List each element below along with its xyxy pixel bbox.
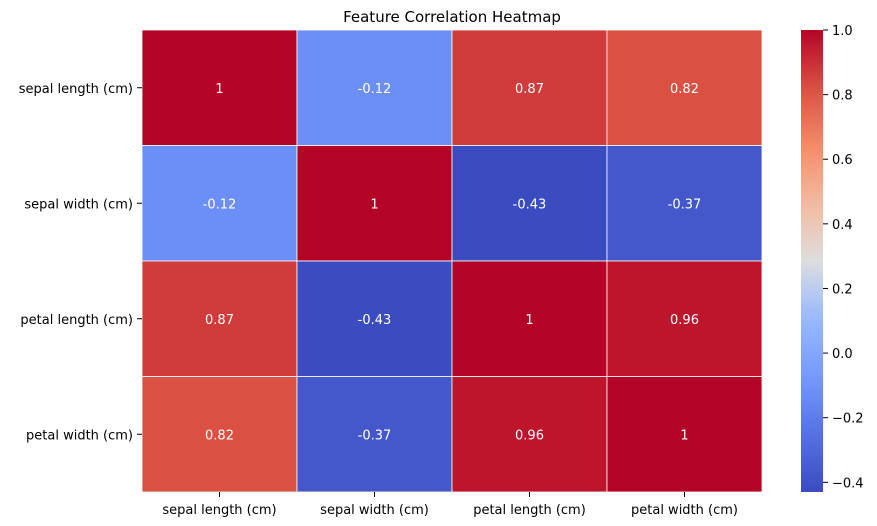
cell-value-label: -0.12 — [203, 197, 237, 212]
heatmap-cell — [296, 260, 453, 377]
colorbar-tick-label: 1.0 — [832, 24, 853, 39]
colorbar-tick-label: 0.6 — [832, 153, 853, 168]
colorbar-tick-label: −0.2 — [832, 412, 864, 427]
cell-value-label: 0.96 — [670, 313, 699, 328]
column-label: sepal width (cm) — [320, 503, 429, 518]
row-labels: sepal length (cm) sepal width (cm) petal l… — [19, 82, 142, 443]
colorbar-tick-label: 0.4 — [832, 218, 853, 233]
heatmap-cell — [606, 145, 763, 262]
heatmap-cell — [296, 376, 453, 493]
cell-value-label: 0.82 — [670, 82, 699, 97]
colorbar-tick-label: −0.4 — [832, 476, 864, 491]
cell-value-label: 0.96 — [515, 428, 544, 443]
heatmap-cells: 1 -0.12 0.87 0.82 -0.12 1 -0.43 -0.37 0.87 -0.43 1… — [141, 29, 763, 493]
heatmap-cell — [296, 145, 453, 262]
column-label: petal width (cm) — [631, 503, 738, 518]
cell-value-label: 1 — [370, 197, 378, 212]
cell-value-label: 1 — [215, 82, 223, 97]
cell-value-label: 0.87 — [205, 313, 234, 328]
cell-value-label: 1 — [525, 313, 533, 328]
heatmap-cell — [606, 260, 763, 377]
column-label: petal length (cm) — [473, 503, 586, 518]
colorbar: 1.0 0.8 0.6 0.4 0.2 0.0 −0.2 −0.4 — [801, 24, 864, 492]
heatmap-cell — [451, 29, 608, 146]
cell-value-label: -0.43 — [513, 197, 547, 212]
colorbar-tick-label: 0.8 — [832, 89, 853, 104]
column-label: sepal length (cm) — [162, 503, 276, 518]
cell-value-label: -0.37 — [668, 197, 702, 212]
heatmap-cell — [606, 29, 763, 146]
cell-value-label: 1 — [680, 428, 688, 443]
cell-value-label: -0.12 — [358, 82, 392, 97]
cell-value-label: -0.37 — [358, 428, 392, 443]
heatmap-cell — [451, 376, 608, 493]
row-label: sepal width (cm) — [24, 197, 133, 212]
colorbar-tick-label: 0.0 — [832, 347, 853, 362]
heatmap-cell — [141, 145, 298, 262]
heatmap-cell — [296, 29, 453, 146]
row-label: petal length (cm) — [20, 313, 133, 328]
colorbar-tick-label: 0.2 — [832, 282, 853, 297]
heatmap-cell — [451, 145, 608, 262]
row-label: petal width (cm) — [26, 428, 133, 443]
column-labels: sepal length (cm) sepal width (cm) petal l… — [162, 492, 738, 518]
heatmap-cell — [141, 376, 298, 493]
heatmap-cell — [606, 376, 763, 493]
cell-value-label: 0.82 — [205, 428, 234, 443]
colorbar-gradient — [801, 30, 823, 492]
cell-value-label: 0.87 — [515, 82, 544, 97]
cell-value-label: -0.43 — [358, 313, 392, 328]
heatmap-cell — [141, 29, 298, 146]
chart-title: Feature Correlation Heatmap — [343, 8, 561, 26]
row-label: sepal length (cm) — [19, 82, 133, 97]
